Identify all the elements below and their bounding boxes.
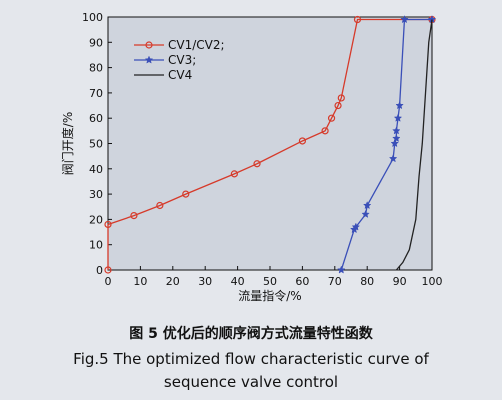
y-tick-label: 20	[89, 213, 103, 226]
legend-label: CV1/CV2;	[168, 38, 225, 52]
y-tick-label: 0	[96, 264, 103, 277]
y-tick-label: 60	[89, 112, 103, 125]
figure-caption-chinese: 图 5 优化后的顺序阀方式流量特性函数	[129, 326, 373, 342]
series-line	[395, 19, 433, 271]
x-tick-label: 0	[105, 275, 112, 288]
x-tick-label: 50	[263, 275, 277, 288]
y-tick-label: 50	[89, 138, 103, 151]
data-point	[353, 15, 362, 24]
y-tick-label: 70	[89, 87, 103, 100]
data-point	[392, 133, 401, 143]
data-point	[130, 212, 138, 220]
legend-label: CV4	[168, 68, 192, 82]
data-point	[104, 266, 112, 274]
data-point	[395, 101, 404, 110]
series-3	[395, 19, 433, 271]
data-point	[298, 137, 306, 145]
x-axis-title: 流量指令/%	[238, 288, 301, 303]
figure-caption-english-line2: sequence valve control	[163, 373, 339, 391]
y-tick-label: 80	[89, 62, 103, 75]
x-tick-label: 80	[360, 275, 374, 288]
data-point	[393, 113, 403, 122]
legend: CV1/CV2;CV3;CV4	[134, 38, 225, 82]
x-tick-label: 100	[422, 275, 443, 288]
y-axis-title: 阀门开度/%	[60, 112, 75, 175]
data-point	[156, 201, 164, 210]
y-tick-label: 40	[89, 163, 103, 176]
data-point	[327, 114, 336, 122]
x-tick-label: 10	[133, 275, 147, 288]
data-point	[351, 222, 361, 231]
x-tick-label: 90	[393, 275, 407, 288]
legend-marker	[145, 41, 153, 49]
data-point	[388, 154, 398, 163]
data-point	[390, 139, 399, 148]
chart: 0 10 20 30 40 50 60 70 80 90 100 0 10 20 30 40 50 60 70 80 9…	[60, 11, 443, 303]
legend-item: CV4	[134, 68, 192, 82]
data-point	[334, 101, 342, 110]
x-tick-label: 60	[295, 275, 309, 288]
y-tick-label: 90	[89, 36, 103, 49]
x-tick-label: 70	[328, 275, 342, 288]
x-tick-label: 40	[231, 275, 245, 288]
figure-caption-english-line1: Fig.5 The optimized flow characteristic …	[73, 350, 429, 368]
data-point	[392, 126, 401, 135]
axis-ticks: 0 10 20 30 40 50 60 70 80 90 100 0 10 20 30 40 50 60 70 80 9…	[82, 11, 443, 288]
y-tick-label: 30	[89, 188, 103, 201]
data-point	[182, 190, 190, 198]
data-point	[321, 127, 329, 135]
y-tick-label: 10	[89, 239, 103, 252]
y-tick-label: 100	[82, 11, 103, 24]
x-tick-label: 20	[166, 275, 180, 288]
series-layer	[104, 15, 437, 274]
data-point	[253, 160, 261, 168]
data-point	[361, 209, 370, 218]
legend-item: CV3;	[134, 53, 196, 67]
legend-marker	[144, 55, 154, 64]
data-point	[230, 170, 238, 178]
data-point	[362, 201, 372, 210]
data-point	[337, 94, 345, 102]
data-point	[337, 265, 346, 274]
figure-caption-english: Fig.5 The optimized flow characteristic …	[0, 348, 502, 394]
legend-label: CV3;	[168, 53, 196, 67]
legend-item: CV1/CV2;	[134, 38, 225, 52]
data-point	[104, 220, 112, 229]
x-tick-label: 30	[198, 275, 212, 288]
series-line	[107, 18, 432, 270]
plot-area	[107, 16, 433, 271]
series-2	[337, 15, 437, 274]
data-point	[400, 15, 409, 24]
